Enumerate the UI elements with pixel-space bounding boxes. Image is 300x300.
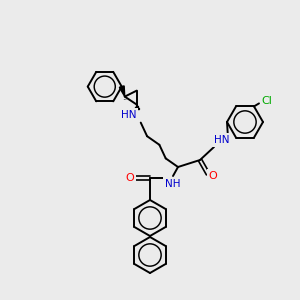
Text: O: O [208, 171, 217, 181]
Text: HN: HN [121, 110, 137, 120]
Text: Cl: Cl [262, 96, 272, 106]
Text: O: O [126, 173, 134, 183]
Polygon shape [119, 86, 125, 97]
Text: ···: ··· [122, 96, 130, 105]
Text: HN: HN [214, 135, 230, 145]
Text: NH: NH [165, 179, 181, 189]
